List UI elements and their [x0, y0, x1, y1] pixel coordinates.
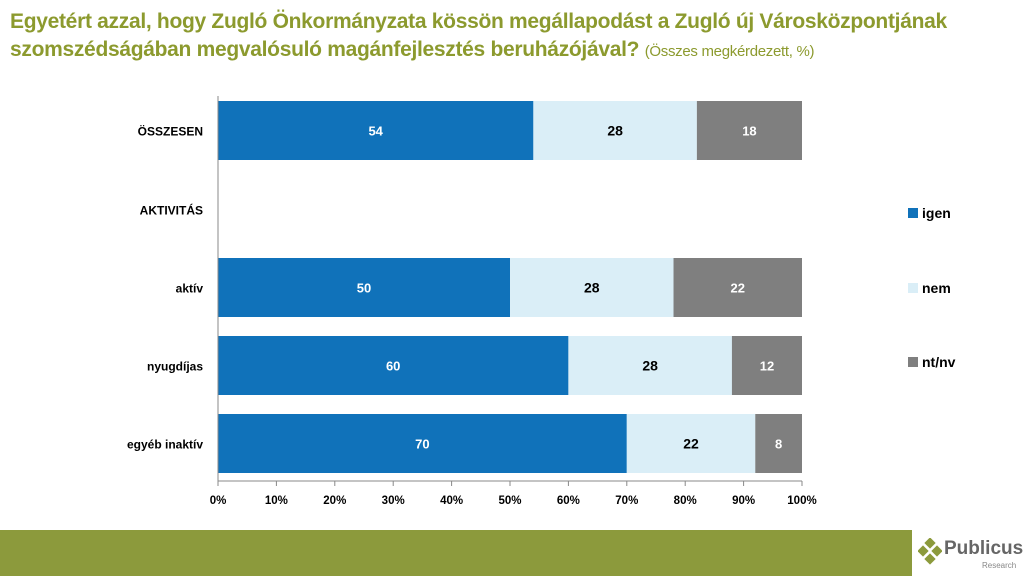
data-label: 50: [357, 281, 371, 296]
data-label: 54: [368, 124, 383, 139]
data-label: 60: [386, 359, 400, 374]
bar-nem: [626, 414, 756, 473]
x-tick-label: 80%: [674, 495, 697, 507]
x-tick-label: 30%: [382, 495, 405, 507]
footer-band: [0, 530, 912, 576]
x-tick-label: 0%: [210, 495, 227, 507]
x-tick-label: 90%: [732, 495, 755, 507]
bar-nem: [568, 336, 732, 395]
bar-nem: [533, 101, 697, 160]
data-label: 8: [775, 437, 782, 452]
category-label: AKTIVITÁS: [140, 203, 203, 218]
category-label: aktív: [176, 282, 204, 296]
bar-nt-nv: [673, 258, 802, 317]
legend-label: nt/nv: [922, 354, 956, 370]
x-tick-label: 40%: [440, 495, 463, 507]
legend-label: igen: [922, 205, 951, 221]
bar-igen: [218, 101, 534, 160]
category-label: egyéb inaktív: [127, 438, 203, 452]
x-tick-label: 50%: [498, 495, 521, 507]
data-label: 28: [607, 123, 623, 139]
logo-sub: Research: [982, 561, 1017, 570]
bar-nt-nv: [755, 414, 802, 473]
bar-igen: [218, 258, 510, 317]
x-tick-label: 10%: [265, 495, 288, 507]
data-label: 22: [683, 436, 699, 452]
bar-igen: [218, 414, 627, 473]
x-tick-label: 60%: [557, 495, 580, 507]
data-label: 28: [584, 280, 600, 296]
category-label: nyugdíjas: [147, 360, 203, 374]
bar-nt-nv: [696, 101, 802, 160]
data-label: 28: [642, 358, 658, 374]
bar-nem: [510, 258, 674, 317]
category-label: ÖSSZESEN: [138, 124, 203, 139]
data-label: 70: [415, 437, 429, 452]
title-main: Egyetért azzal, hogy Zugló Önkormányzata…: [10, 10, 947, 61]
title-sub: (Összes megkérdezett, %): [644, 43, 815, 60]
data-label: 18: [742, 124, 756, 139]
legend-swatch: [908, 357, 918, 367]
chart-title: Egyetért azzal, hogy Zugló Önkormányzata…: [10, 8, 1010, 66]
logo-mark-icon: [918, 538, 942, 565]
legend-swatch: [908, 208, 918, 218]
data-label: 12: [760, 359, 774, 374]
bar-nt-nv: [731, 336, 802, 395]
logo-name: Publicus: [944, 538, 1024, 559]
legend-label: nem: [922, 280, 951, 296]
x-tick-label: 20%: [323, 495, 346, 507]
stacked-bar-chart: ÖSSZESEN 54 28 18 AKTIVITÁS aktív 50 28 22 nyugdí…: [127, 96, 956, 507]
x-tick-label: 70%: [615, 495, 638, 507]
publicus-logo: Publicus Research: [918, 534, 1024, 574]
bar-igen: [218, 336, 569, 395]
data-label: 22: [731, 281, 745, 296]
x-tick-label: 100%: [787, 495, 816, 507]
legend-swatch: [908, 283, 918, 293]
